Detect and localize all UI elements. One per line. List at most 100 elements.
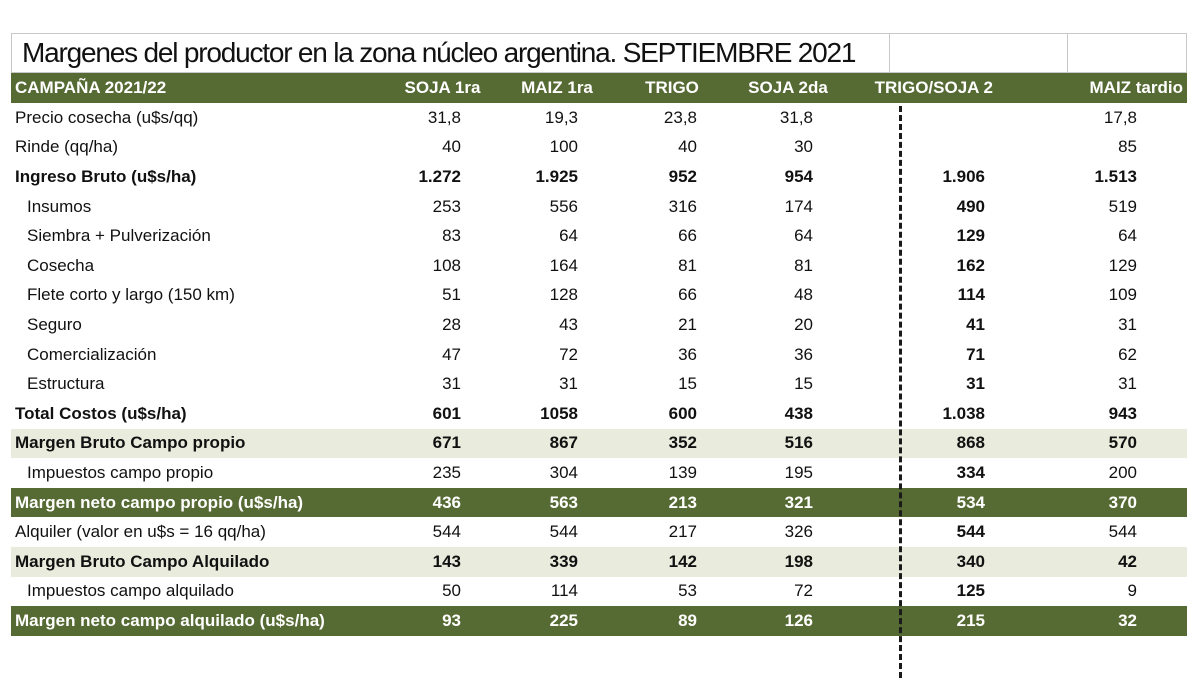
row-value: 1.272 bbox=[418, 166, 461, 186]
table-row: Precio cosecha (u$s/qq) 31,8 19,3 23,8 31,8 1… bbox=[11, 103, 1187, 133]
table-row: Ingreso Bruto (u$s/ha) 1.272 1.925 952 954 1.… bbox=[11, 162, 1187, 192]
row-value: 17,8 bbox=[1103, 107, 1137, 127]
row-value: 952 bbox=[668, 166, 697, 186]
row-value: 51 bbox=[442, 285, 461, 305]
table-row: Margen Bruto Campo Alquilado 143 339 142 198… bbox=[11, 546, 1187, 577]
row-value: 339 bbox=[499, 546, 615, 577]
row-value: 544 bbox=[549, 522, 578, 542]
row-value: 28 bbox=[442, 314, 461, 334]
row-value: 943 bbox=[1108, 403, 1137, 423]
row-value: 36 bbox=[678, 344, 697, 364]
row-value: 326 bbox=[784, 522, 813, 542]
table-row: Comercialización 47 72 36 36 71 62 bbox=[11, 340, 1187, 370]
row-value: 954 bbox=[784, 166, 813, 186]
row-value: 544 bbox=[956, 522, 985, 542]
row-value: 600 bbox=[668, 403, 697, 423]
column-header: SOJA 1ra bbox=[386, 73, 499, 103]
row-value: 114 bbox=[550, 581, 578, 601]
row-label: Impuestos campo propio bbox=[27, 462, 214, 482]
table-row: Cosecha 108 164 81 81 162 129 bbox=[11, 251, 1187, 281]
row-value: 50 bbox=[442, 581, 461, 601]
row-value: 556 bbox=[549, 196, 578, 216]
row-value: 671 bbox=[386, 428, 499, 459]
row-value: 32 bbox=[999, 606, 1187, 636]
row-value: 1.038 bbox=[942, 403, 985, 423]
row-value: 235 bbox=[432, 462, 461, 482]
row-value: 23,8 bbox=[663, 107, 697, 127]
row-value: 53 bbox=[678, 581, 697, 601]
empty-cell bbox=[1067, 34, 1188, 72]
row-value: 31,8 bbox=[779, 107, 813, 127]
row-value bbox=[847, 103, 999, 133]
row-value: 31 bbox=[442, 374, 461, 394]
row-label: Flete corto y largo (150 km) bbox=[27, 285, 235, 305]
empty-cell bbox=[889, 34, 1068, 72]
row-value: 31 bbox=[966, 374, 985, 394]
row-value: 31 bbox=[559, 374, 578, 394]
row-value: 436 bbox=[386, 487, 499, 518]
row-label: Total Costos (u$s/ha) bbox=[15, 403, 187, 423]
row-value: 30 bbox=[794, 137, 813, 157]
row-label: Siembra + Pulverización bbox=[27, 226, 211, 246]
table-row: Seguro 28 43 21 20 41 31 bbox=[11, 310, 1187, 340]
row-value: 48 bbox=[794, 285, 813, 305]
row-label: Rinde (qq/ha) bbox=[15, 137, 119, 157]
table-row: Flete corto y largo (150 km) 51 128 66 48 114… bbox=[11, 281, 1187, 311]
table-title: Margenes del productor en la zona núcleo… bbox=[22, 37, 856, 68]
row-value: 142 bbox=[615, 546, 729, 577]
row-value: 215 bbox=[847, 606, 999, 636]
row-value: 83 bbox=[442, 226, 461, 246]
row-value: 438 bbox=[784, 403, 813, 423]
row-value: 129 bbox=[1108, 255, 1137, 275]
row-value: 162 bbox=[956, 255, 985, 275]
row-value: 1.925 bbox=[535, 166, 578, 186]
row-label: Seguro bbox=[27, 314, 82, 334]
row-value: 225 bbox=[499, 606, 615, 636]
row-value: 72 bbox=[794, 581, 813, 601]
row-value: 108 bbox=[432, 255, 461, 275]
row-value: 81 bbox=[678, 255, 697, 275]
row-value: 534 bbox=[847, 487, 999, 518]
row-value: 71 bbox=[966, 344, 985, 364]
row-value: 81 bbox=[794, 255, 813, 275]
header-row: CAMPAÑA 2021/22 SOJA 1ra MAIZ 1ra TRIGO … bbox=[11, 73, 1187, 103]
row-value: 64 bbox=[559, 226, 578, 246]
row-value: 601 bbox=[432, 403, 461, 423]
row-value: 563 bbox=[499, 487, 615, 518]
row-value: 217 bbox=[668, 522, 697, 542]
row-label: Margen Bruto Campo Alquilado bbox=[11, 546, 386, 577]
column-header: TRIGO bbox=[615, 73, 729, 103]
row-value: 200 bbox=[1108, 462, 1137, 482]
row-value: 72 bbox=[559, 344, 578, 364]
row-value: 31 bbox=[1118, 374, 1137, 394]
row-value: 109 bbox=[1108, 285, 1137, 305]
row-value: 40 bbox=[442, 137, 461, 157]
row-label: Margen neto campo alquilado (u$s/ha) bbox=[11, 606, 386, 636]
row-value: 19,3 bbox=[544, 107, 578, 127]
row-label: Margen Bruto Campo propio bbox=[11, 428, 386, 459]
row-value: 316 bbox=[668, 196, 697, 216]
table-row: Impuestos campo alquilado 50 114 53 72 125 9 bbox=[11, 577, 1187, 607]
row-label: Ingreso Bruto (u$s/ha) bbox=[15, 166, 197, 186]
row-value: 334 bbox=[956, 462, 985, 482]
row-label: Precio cosecha (u$s/qq) bbox=[15, 107, 199, 127]
row-value: 114 bbox=[957, 285, 985, 305]
row-value: 570 bbox=[999, 428, 1187, 459]
row-value: 304 bbox=[549, 462, 578, 482]
table-row: Insumos 253 556 316 174 490 519 bbox=[11, 192, 1187, 222]
row-value: 41 bbox=[966, 314, 985, 334]
row-value: 36 bbox=[794, 344, 813, 364]
row-value: 340 bbox=[847, 546, 999, 577]
row-value bbox=[847, 133, 999, 163]
row-value: 867 bbox=[499, 428, 615, 459]
row-label: Impuestos campo alquilado bbox=[27, 581, 234, 601]
row-value: 352 bbox=[615, 428, 729, 459]
row-label: Cosecha bbox=[27, 255, 95, 275]
row-value: 490 bbox=[956, 196, 985, 216]
row-value: 321 bbox=[729, 487, 847, 518]
row-value: 66 bbox=[678, 226, 697, 246]
table-row: Alquiler (valor en u$s = 16 qq/ha) 544 544… bbox=[11, 517, 1187, 547]
row-value: 129 bbox=[956, 226, 985, 246]
row-value: 126 bbox=[729, 606, 847, 636]
spreadsheet: Margenes del productor en la zona núcleo… bbox=[11, 33, 1188, 678]
